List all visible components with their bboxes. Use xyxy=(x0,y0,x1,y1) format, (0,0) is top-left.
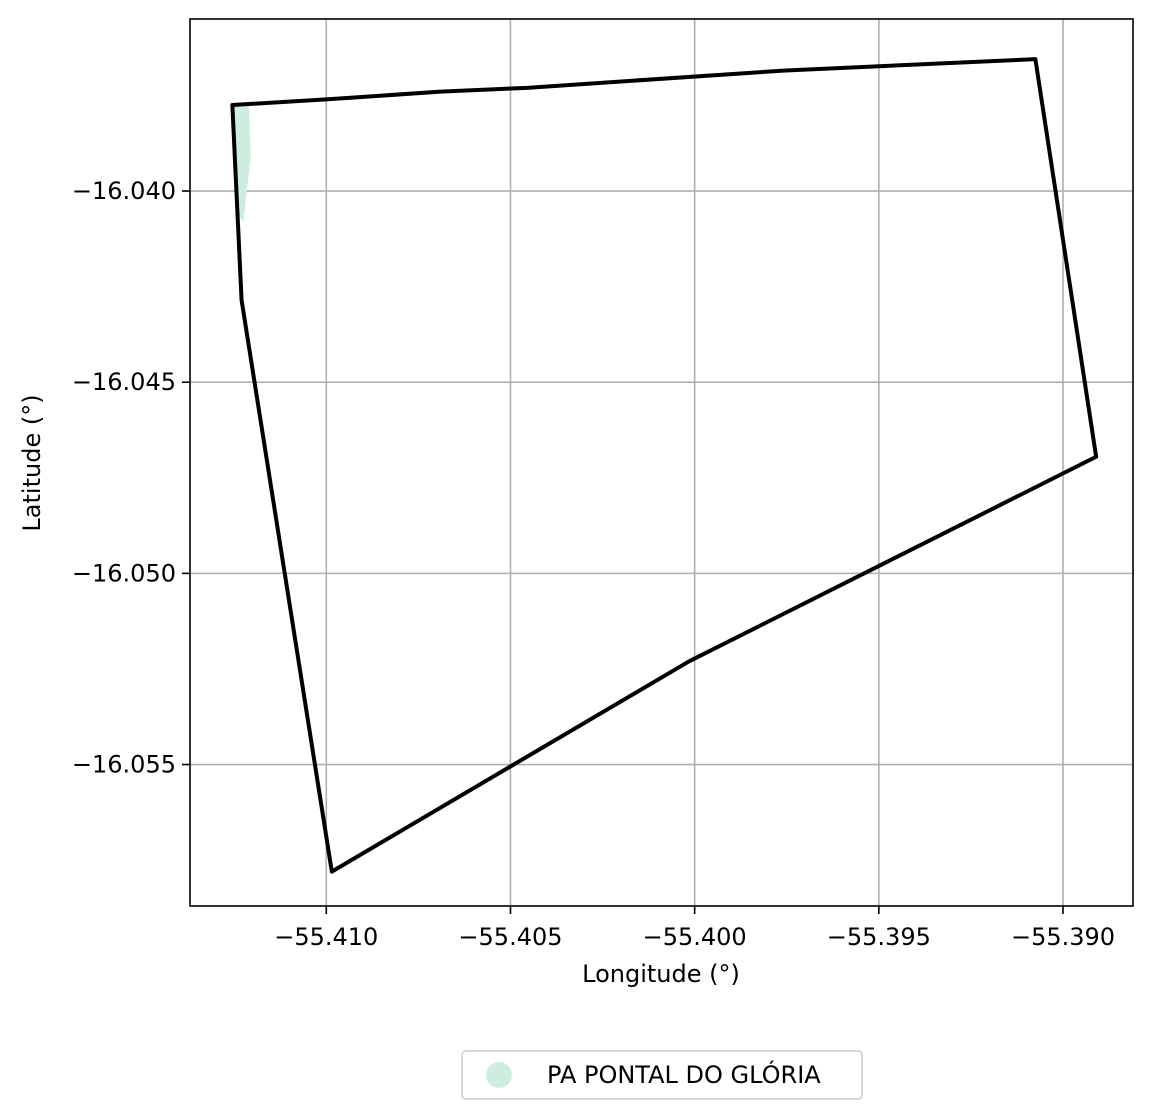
x-axis-ticks: −55.410 −55.405 −55.400 −55.395 −55.390 xyxy=(274,906,1115,951)
x-tick-label: −55.395 xyxy=(827,923,931,951)
x-tick-label: −55.410 xyxy=(274,923,378,951)
y-tick-label: −16.040 xyxy=(72,177,176,205)
x-axis-label: Longitude (°) xyxy=(582,960,740,988)
y-tick-label: −16.055 xyxy=(72,751,176,779)
gridlines xyxy=(190,19,1133,906)
boundary-outline xyxy=(230,57,1099,874)
y-tick-label: −16.045 xyxy=(72,368,176,396)
x-tick-label: −55.390 xyxy=(1011,923,1115,951)
legend: PA PONTAL DO GLÓRIA xyxy=(461,1050,863,1100)
plot-area-frame xyxy=(189,18,1134,907)
y-axis-ticks: −16.040 −16.045 −16.050 −16.055 xyxy=(72,177,190,779)
legend-label: PA PONTAL DO GLÓRIA xyxy=(547,1059,821,1089)
legend-frame xyxy=(461,1050,863,1100)
x-tick-label: −55.405 xyxy=(458,923,562,951)
y-axis-label: Latitude (°) xyxy=(18,394,46,531)
y-tick-label: −16.050 xyxy=(72,559,176,587)
x-tick-label: −55.400 xyxy=(643,923,747,951)
legend-swatch xyxy=(486,1062,512,1088)
